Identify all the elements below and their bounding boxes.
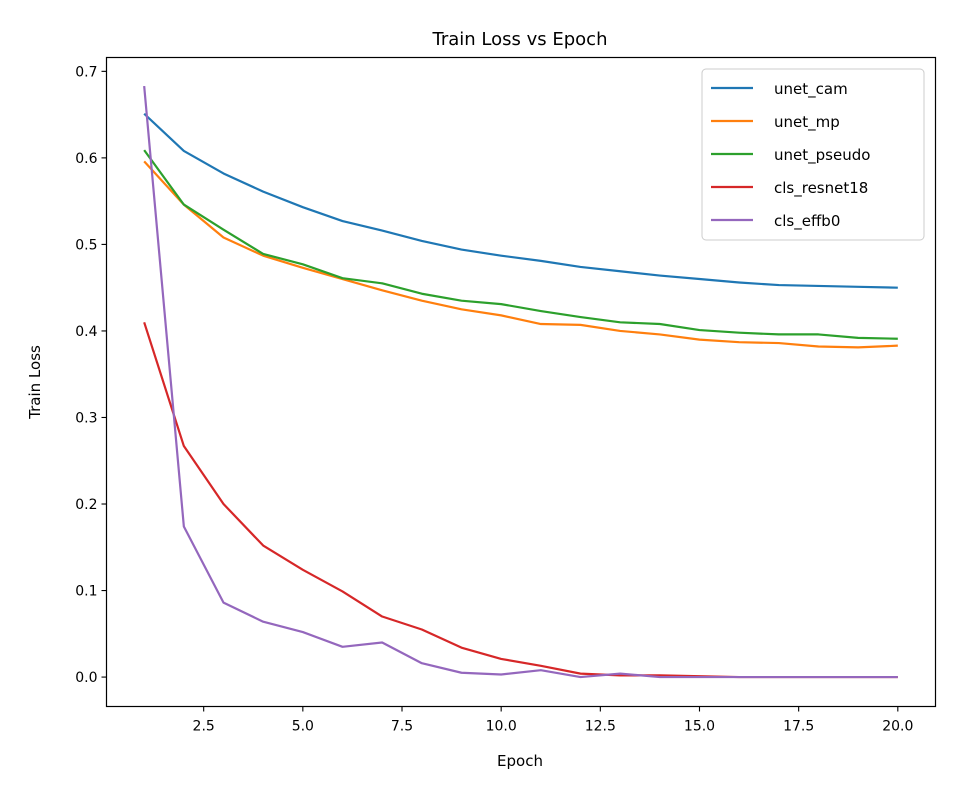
x-tick-label: 12.5: [585, 719, 616, 735]
y-tick-label: 0.1: [75, 584, 97, 600]
chart-title: Train Loss vs Epoch: [432, 29, 608, 50]
series-line-cls_effb0: [143, 85, 898, 679]
series-line-unet_cam: [143, 112, 898, 289]
legend-label-unet_cam: unet_cam: [774, 80, 848, 99]
x-tick-label: 5.0: [292, 719, 314, 735]
y-axis-label: Train Loss: [26, 345, 44, 420]
x-tick-label: 10.0: [486, 719, 517, 735]
x-axis-ticks: 2.5 5.0 7.5 10.0 12.5 15.0 17.5 20.0: [193, 706, 913, 735]
x-tick-label: 15.0: [684, 719, 715, 735]
series-line-unet_pseudo: [143, 149, 898, 340]
x-axis-label: Epoch: [497, 752, 543, 770]
y-tick-label: 0.0: [75, 670, 97, 686]
legend-label-cls_resnet18: cls_resnet18: [774, 179, 868, 198]
series-layer: [143, 85, 898, 679]
y-axis-ticks: 0.0 0.1 0.2 0.3 0.4 0.5 0.6 0.7: [75, 64, 107, 686]
y-tick-label: 0.6: [75, 151, 97, 167]
plot-frame: [105, 56, 937, 708]
legend-label-unet_pseudo: unet_pseudo: [774, 146, 870, 165]
x-tick-label: 2.5: [193, 719, 215, 735]
y-tick-label: 0.4: [75, 324, 97, 340]
legend: unet_cam unet_mp unet_pseudo cls_resnet18cl…: [701, 68, 925, 241]
x-tick-label: 20.0: [882, 719, 913, 735]
y-tick-label: 0.3: [75, 410, 97, 426]
x-tick-label: 7.5: [391, 719, 413, 735]
legend-label-cls_effb0: cls_effb0: [774, 212, 840, 231]
x-tick-label: 17.5: [783, 719, 814, 735]
legend-box: [701, 68, 925, 241]
series-line-unet_mp: [143, 160, 898, 349]
legend-label-unet_mp: unet_mp: [774, 113, 840, 132]
y-tick-label: 0.5: [75, 237, 97, 253]
y-tick-label: 0.7: [75, 64, 97, 80]
y-tick-label: 0.2: [75, 497, 97, 513]
